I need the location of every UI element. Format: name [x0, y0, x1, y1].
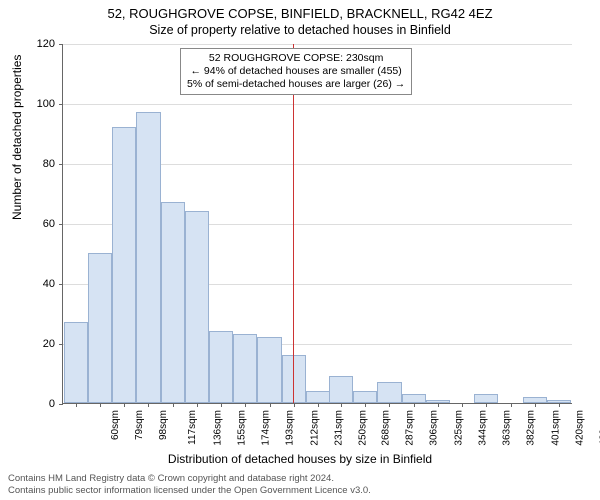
- histogram-bar: [306, 391, 330, 403]
- annotation-box: 52 ROUGHGROVE COPSE: 230sqm ← 94% of det…: [180, 48, 412, 95]
- xtick-label: 325sqm: [453, 410, 464, 446]
- chart-container: 52, ROUGHGROVE COPSE, BINFIELD, BRACKNEL…: [0, 0, 600, 500]
- xtick-label: 420sqm: [574, 410, 585, 446]
- gridline: [63, 44, 572, 45]
- histogram-bar: [474, 394, 498, 403]
- histogram-bar: [329, 376, 353, 403]
- xtick-mark: [245, 403, 246, 407]
- xtick-label: 287sqm: [405, 410, 416, 446]
- title-line-2: Size of property relative to detached ho…: [0, 21, 600, 37]
- xtick-mark: [438, 403, 439, 407]
- ytick-label: 120: [25, 38, 55, 50]
- histogram-bar: [233, 334, 257, 403]
- xtick-label: 193sqm: [285, 410, 296, 446]
- histogram-bar: [64, 322, 88, 403]
- xtick-label: 79sqm: [134, 410, 145, 440]
- xtick-label: 98sqm: [158, 410, 169, 440]
- ytick-mark: [59, 404, 63, 405]
- histogram-bar: [112, 127, 136, 403]
- xtick-mark: [462, 403, 463, 407]
- xtick-mark: [559, 403, 560, 407]
- chart-zone: 02040608010012060sqm79sqm98sqm117sqm136s…: [62, 44, 572, 404]
- xtick-label: 363sqm: [502, 410, 513, 446]
- xtick-mark: [76, 403, 77, 407]
- plot-area: 02040608010012060sqm79sqm98sqm117sqm136s…: [62, 44, 572, 404]
- annot-line-2: ← 94% of detached houses are smaller (45…: [187, 65, 405, 78]
- histogram-bar: [88, 253, 112, 403]
- histogram-bar: [353, 391, 377, 403]
- xtick-label: 344sqm: [477, 410, 488, 446]
- xtick-mark: [365, 403, 366, 407]
- xtick-mark: [294, 403, 295, 407]
- xtick-mark: [270, 403, 271, 407]
- xtick-mark: [318, 403, 319, 407]
- histogram-bar: [257, 337, 281, 403]
- y-axis-label: Number of detached properties: [10, 55, 24, 220]
- xtick-label: 401sqm: [550, 410, 561, 446]
- xtick-label: 155sqm: [236, 410, 247, 446]
- histogram-bar: [185, 211, 209, 403]
- xtick-label: 60sqm: [110, 410, 121, 440]
- xtick-label: 231sqm: [333, 410, 344, 446]
- xtick-mark: [414, 403, 415, 407]
- xtick-mark: [197, 403, 198, 407]
- xtick-label: 174sqm: [261, 410, 272, 446]
- histogram-bar: [377, 382, 401, 403]
- xtick-mark: [124, 403, 125, 407]
- ytick-mark: [59, 164, 63, 165]
- gridline: [63, 104, 572, 105]
- ytick-mark: [59, 344, 63, 345]
- xtick-mark: [511, 403, 512, 407]
- xtick-label: 250sqm: [358, 410, 369, 446]
- xtick-label: 382sqm: [526, 410, 537, 446]
- xtick-label: 306sqm: [429, 410, 440, 446]
- xtick-label: 136sqm: [212, 410, 223, 446]
- histogram-bar: [402, 394, 426, 403]
- xtick-label: 117sqm: [187, 410, 198, 445]
- ytick-label: 40: [25, 278, 55, 290]
- ytick-label: 100: [25, 98, 55, 110]
- xtick-mark: [148, 403, 149, 407]
- xtick-mark: [486, 403, 487, 407]
- histogram-bar: [161, 202, 185, 403]
- ytick-label: 60: [25, 218, 55, 230]
- footer-line-1: Contains HM Land Registry data © Crown c…: [8, 473, 371, 484]
- ytick-label: 80: [25, 158, 55, 170]
- annot-line-1: 52 ROUGHGROVE COPSE: 230sqm: [187, 52, 405, 65]
- xtick-mark: [221, 403, 222, 407]
- x-axis-label: Distribution of detached houses by size …: [0, 452, 600, 466]
- title-line-1: 52, ROUGHGROVE COPSE, BINFIELD, BRACKNEL…: [0, 0, 600, 21]
- histogram-bar: [209, 331, 233, 403]
- footer: Contains HM Land Registry data © Crown c…: [8, 473, 371, 496]
- xtick-label: 268sqm: [381, 410, 392, 446]
- xtick-mark: [173, 403, 174, 407]
- xtick-mark: [341, 403, 342, 407]
- ytick-mark: [59, 284, 63, 285]
- xtick-label: 212sqm: [309, 410, 320, 446]
- reference-line: [293, 44, 294, 403]
- ytick-label: 0: [25, 398, 55, 410]
- xtick-mark: [535, 403, 536, 407]
- ytick-mark: [59, 224, 63, 225]
- annot-line-3: 5% of semi-detached houses are larger (2…: [187, 78, 405, 91]
- histogram-bar: [136, 112, 160, 403]
- xtick-mark: [389, 403, 390, 407]
- xtick-mark: [100, 403, 101, 407]
- ytick-mark: [59, 44, 63, 45]
- footer-line-2: Contains public sector information licen…: [8, 485, 371, 496]
- histogram-bar: [282, 355, 306, 403]
- ytick-mark: [59, 104, 63, 105]
- ytick-label: 20: [25, 338, 55, 350]
